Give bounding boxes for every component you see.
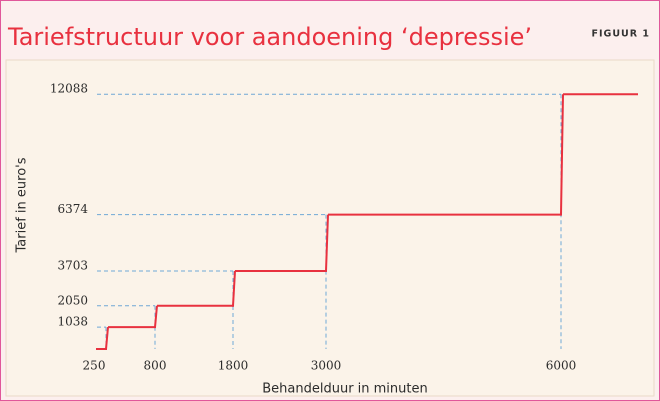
plot-panel <box>5 59 655 397</box>
y-axis-title: Tarief in euro's <box>15 157 30 253</box>
x-tick-label: 800 <box>144 359 167 373</box>
x-tick-label: 1800 <box>218 359 249 373</box>
y-tick-label: 2050 <box>57 293 88 307</box>
y-tick-label: 3703 <box>57 258 88 272</box>
step-riser <box>154 305 158 328</box>
x-tick-label: 3000 <box>311 359 342 373</box>
x-tick-label: 6000 <box>546 359 577 373</box>
x-tick-label: 250 <box>83 359 106 373</box>
step-riser <box>325 214 329 271</box>
step-riser <box>105 327 109 350</box>
chart-title: Tariefstructuur voor aandoening ‘depress… <box>7 23 532 51</box>
step-riser <box>560 94 564 215</box>
x-axis-title: Behandelduur in minuten <box>262 382 428 397</box>
y-tick-label: 12088 <box>50 82 88 96</box>
step-riser <box>232 270 236 306</box>
y-tick-label: 1038 <box>57 315 88 329</box>
y-tick-label: 6374 <box>57 202 88 216</box>
figure-label: FIGUUR 1 <box>592 29 650 40</box>
